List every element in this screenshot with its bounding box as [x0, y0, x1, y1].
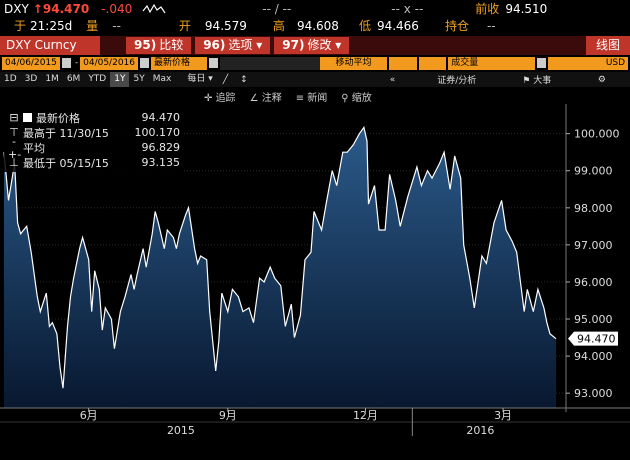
time-label: 于	[14, 19, 27, 33]
quote-details: 于 21:25d 量 -- 开 94.579 高 94.608 低 94.466…	[0, 17, 630, 34]
sparkline-icon	[142, 3, 166, 13]
volume-label: 量	[86, 19, 99, 33]
time-value: 21:25d	[30, 18, 73, 33]
position-value: --	[486, 18, 496, 33]
symbol: DXY	[4, 1, 29, 16]
zoom-tool[interactable]: ⚲ 缩放	[341, 92, 372, 104]
y-tick-label: 96.000	[574, 276, 613, 289]
last-price: ↑94.470	[32, 1, 90, 16]
volume-value: --	[112, 18, 121, 33]
volume-field[interactable]: 成交量	[448, 56, 536, 70]
x-year-label: 2016	[466, 424, 494, 437]
high-value: 94.608	[296, 18, 339, 33]
low-label: 低	[358, 19, 371, 33]
calendar-icon[interactable]	[61, 58, 71, 68]
line-chart-button[interactable]: 线图	[585, 36, 630, 55]
y-axis: 93.000 94.000 95.000 96.000 97.000 98.000 99.0…	[565, 104, 620, 412]
prev-close-value: 94.510	[505, 1, 548, 16]
y-tick-label: 99.000	[574, 165, 613, 178]
range-1y[interactable]: 1Y	[110, 72, 130, 87]
range-6m[interactable]: 6M	[66, 74, 81, 84]
price-line	[3, 125, 557, 389]
settings-gear-icon[interactable]: ⚙	[597, 74, 606, 85]
current-value-text: 94.470	[577, 333, 616, 346]
moving-average-field[interactable]: 移动平均	[319, 56, 388, 70]
price-chart[interactable]: 93.000 94.000 95.000 96.000 97.000 98.000 99.0…	[0, 102, 630, 452]
y-tick-label: 93.000	[574, 387, 613, 400]
legend-low: ⊥ 最低于 05/15/15 93.135	[9, 156, 180, 170]
compare-button[interactable]: 95) 比较	[126, 37, 192, 54]
ticker-field[interactable]: DXY Curncy	[0, 36, 100, 55]
size: -- x --	[391, 1, 424, 16]
securities-analysis-button[interactable]: 证券/分析	[437, 76, 477, 86]
x-month-label: 3月	[494, 409, 512, 422]
collapse-button[interactable]: «	[389, 74, 396, 85]
current-value-label: 94.470	[568, 331, 618, 346]
x-year-label: 2015	[167, 424, 195, 437]
start-date-field[interactable]: 04/06/2015	[2, 56, 60, 70]
frequency-select[interactable]: 每日 ▾	[187, 74, 213, 84]
annotate-tool[interactable]: ∠ 注释	[249, 92, 282, 104]
cursor-tool-icon[interactable]: ↕	[240, 74, 248, 85]
options-button[interactable]: 96) 选项 ▾	[195, 37, 271, 54]
price-area	[4, 127, 556, 409]
y-tick-label: 97.000	[574, 239, 613, 252]
range-1m[interactable]: 1M	[45, 74, 59, 84]
y-tick-label: 100.000	[574, 128, 620, 141]
range-ytd[interactable]: YTD	[88, 74, 107, 84]
chart-toolbar: ✛ 追踪 ∠ 注释 ≡ 新闻 ⚲ 缩放	[0, 89, 630, 104]
calendar-icon[interactable]	[140, 58, 149, 68]
currency-field[interactable]: USD	[602, 56, 629, 70]
parameter-bar: 04/06/2015 - 04/05/2016 最新价格 移动平均 成交量 US…	[0, 56, 630, 70]
x-month-label: 12月	[353, 409, 378, 422]
range-5y[interactable]: 5Y	[133, 74, 145, 84]
range-max[interactable]: Max	[152, 74, 172, 84]
end-date-field[interactable]: 04/05/2016	[80, 56, 138, 70]
news-tool[interactable]: ≡ 新闻	[295, 92, 328, 104]
prev-close-label: 前收	[475, 2, 500, 16]
range-1d[interactable]: 1D	[4, 74, 17, 84]
title-bar: DXY Curncy 95) 比较 96) 选项 ▾ 97) 修改 ▾ 线图	[0, 36, 630, 55]
low-value: 94.466	[376, 18, 419, 33]
y-tick-label: 95.000	[574, 313, 613, 326]
quote-bar: DXY ↑94.470 -.040 -- / -- -- x -- 前收 94.…	[0, 0, 630, 17]
y-tick-label: 94.000	[574, 350, 613, 363]
field-select[interactable]: 最新价格	[151, 56, 208, 70]
x-month-label: 9月	[219, 409, 237, 422]
range-bar: 1D 3D 1M 6M YTD 1Y 5Y Max 每日 ▾ ╱ ↕ « 证券/…	[0, 72, 630, 87]
events-button[interactable]: ⚑ 大事	[522, 76, 552, 86]
dropdown-icon[interactable]	[537, 58, 547, 68]
position-label: 持仓	[444, 19, 469, 33]
range-3d[interactable]: 3D	[24, 74, 38, 84]
bid-ask: -- / --	[262, 1, 292, 16]
track-tool[interactable]: ✛ 追踪	[204, 92, 236, 104]
legend-last: ⊟ 最新价格 94.470	[9, 111, 180, 125]
open-label: 开	[178, 19, 191, 33]
y-tick-label: 98.000	[574, 202, 613, 215]
x-month-label: 6月	[80, 409, 98, 422]
legend-average: -+- 平均 96.829	[8, 134, 180, 161]
modify-button[interactable]: 97) 修改 ▾	[274, 37, 350, 54]
price-change: -.040	[101, 1, 133, 16]
high-label: 高	[272, 19, 285, 33]
legend: ⊟ 最新价格 94.470 ⊤ 最高于 11/30/15 100.170 -+-…	[4, 108, 184, 172]
x-axis: 6月 9月 12月 3月 2015 2016	[0, 407, 630, 437]
legend-high: ⊤ 最高于 11/30/15 100.170	[9, 126, 180, 140]
draw-tool-icon[interactable]: ╱	[222, 74, 229, 85]
dropdown-icon[interactable]	[209, 58, 219, 68]
open-value: 94.579	[204, 18, 247, 33]
